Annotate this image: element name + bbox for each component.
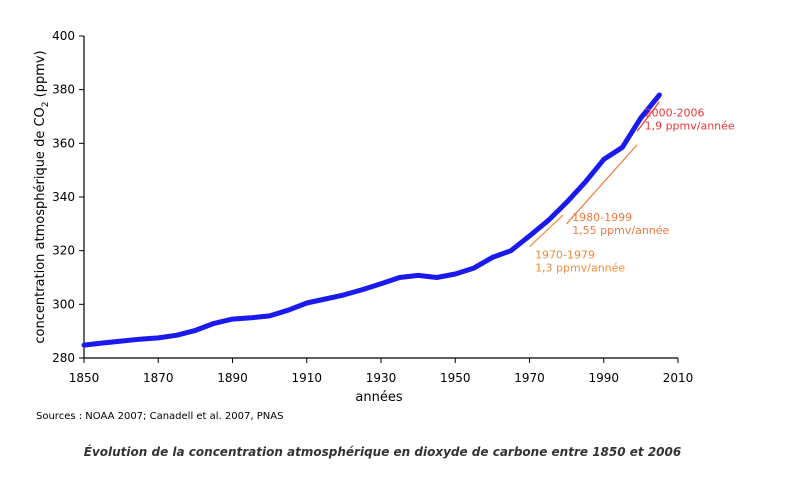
x-tick-label: 1850 <box>69 371 100 385</box>
trend-line <box>566 144 638 225</box>
x-tick-label: 1950 <box>440 371 471 385</box>
y-tick-label: 320 <box>52 244 75 258</box>
co2-series-line <box>81 92 662 348</box>
x-axis-ticks: 1850 1870 1890 1910 1930 1950 1970 1990 2010 <box>69 358 694 385</box>
trend-rate-label: 1,3 ppmv/année <box>535 262 625 275</box>
x-tick-label: 1890 <box>217 371 248 385</box>
series-layer <box>81 92 662 348</box>
y-axis-title: concentration atmosphérique de CO2 (ppmv… <box>33 50 51 343</box>
trend-period-label: 2000-2006 <box>645 107 705 120</box>
trend-rate-label: 1,9 ppmv/année <box>645 120 735 133</box>
y-tick-label: 280 <box>52 351 75 365</box>
source-note: Sources : NOAA 2007; Canadell et al. 200… <box>36 411 284 422</box>
trend-rate-label: 1,55 ppmv/année <box>572 224 669 237</box>
co2-chart: 280 300 320 340 360 380 400 1850 1870 1890 1910 19… <box>33 29 735 405</box>
y-tick-label: 340 <box>52 190 75 204</box>
x-tick-label: 1910 <box>291 371 322 385</box>
x-tick-label: 1990 <box>588 371 619 385</box>
y-axis-title-main: concentration atmosphérique de CO <box>33 107 48 343</box>
y-tick-label: 380 <box>52 83 75 97</box>
chart-axes <box>83 36 678 359</box>
x-tick-label: 2010 <box>663 371 694 385</box>
x-axis-title: années <box>355 390 402 405</box>
y-tick-label: 300 <box>52 297 75 311</box>
y-axis-title-unit: (ppmv) <box>33 50 48 101</box>
y-tick-label: 360 <box>52 136 75 150</box>
x-tick-label: 1870 <box>143 371 174 385</box>
y-tick-label: 400 <box>52 29 75 43</box>
x-tick-label: 1970 <box>514 371 545 385</box>
trend-line <box>529 214 564 248</box>
trend-line <box>636 101 660 132</box>
y-axis-ticks: 280 300 320 340 360 380 400 <box>52 29 84 365</box>
trend-period-label: 1970-1979 <box>535 249 595 262</box>
y-axis-title-subscript: 2 <box>41 102 51 108</box>
figure-caption: Évolution de la concentration atmosphéri… <box>83 445 682 459</box>
trend-period-label: 1980-1999 <box>572 211 632 224</box>
x-tick-label: 1930 <box>366 371 397 385</box>
